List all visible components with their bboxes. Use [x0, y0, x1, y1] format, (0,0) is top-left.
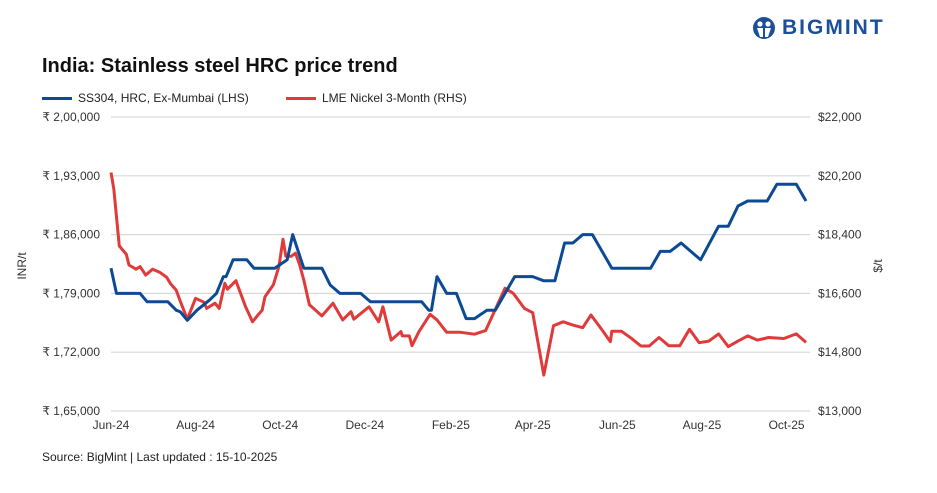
logo-text: BIGMINT [782, 16, 885, 39]
y-tick-right: $20,200 [818, 169, 862, 183]
x-tick-label: Apr-25 [515, 418, 551, 432]
chart-title: India: Stainless steel HRC price trend [42, 55, 398, 77]
x-tick-label: Aug-24 [176, 418, 215, 432]
legend-swatch-red [286, 96, 316, 100]
series-line-ss304 [109, 182, 808, 322]
legend-label: SS304, HRC, Ex-Mumbai (LHS) [78, 91, 249, 105]
bigmint-logo: BIGMINT [752, 16, 885, 40]
y-tick-left: ₹ 1,65,000 [42, 404, 100, 418]
legend-label: LME Nickel 3-Month (RHS) [322, 91, 467, 105]
y-axis-title-right: $/t [871, 259, 885, 273]
source-note: Source: BigMint | Last updated : 15-10-2… [42, 450, 278, 464]
x-tick-label: Aug-25 [683, 418, 722, 432]
y-tick-left: ₹ 1,86,000 [42, 228, 100, 242]
x-tick-label: Oct-25 [769, 418, 805, 432]
y-tick-right: $14,800 [818, 345, 862, 359]
x-tick-label: Oct-24 [262, 418, 298, 432]
x-tick-label: Jun-24 [93, 418, 130, 432]
y-tick-right: $18,400 [818, 228, 862, 242]
x-tick-label: Feb-25 [432, 418, 470, 432]
y-tick-left: ₹ 2,00,000 [42, 110, 100, 124]
y-tick-left: ₹ 1,93,000 [42, 169, 100, 183]
y-tick-left: ₹ 1,79,000 [42, 286, 100, 300]
x-tick-label: Dec-24 [346, 418, 385, 432]
legend-item-nickel: LME Nickel 3-Month (RHS) [286, 91, 467, 105]
y-tick-right: $22,000 [818, 110, 862, 124]
y-tick-left: ₹ 1,72,000 [42, 345, 100, 359]
series-line-nickel [109, 172, 807, 377]
y-axis-title-left: INR/t [15, 252, 29, 280]
legend-swatch-blue [42, 96, 72, 100]
y-tick-right: $13,000 [818, 404, 862, 418]
legend-item-ss304: SS304, HRC, Ex-Mumbai (LHS) [42, 91, 249, 105]
y-tick-right: $16,600 [818, 286, 862, 300]
bigmint-logo-icon [753, 17, 775, 39]
x-tick-label: Jun-25 [599, 418, 636, 432]
